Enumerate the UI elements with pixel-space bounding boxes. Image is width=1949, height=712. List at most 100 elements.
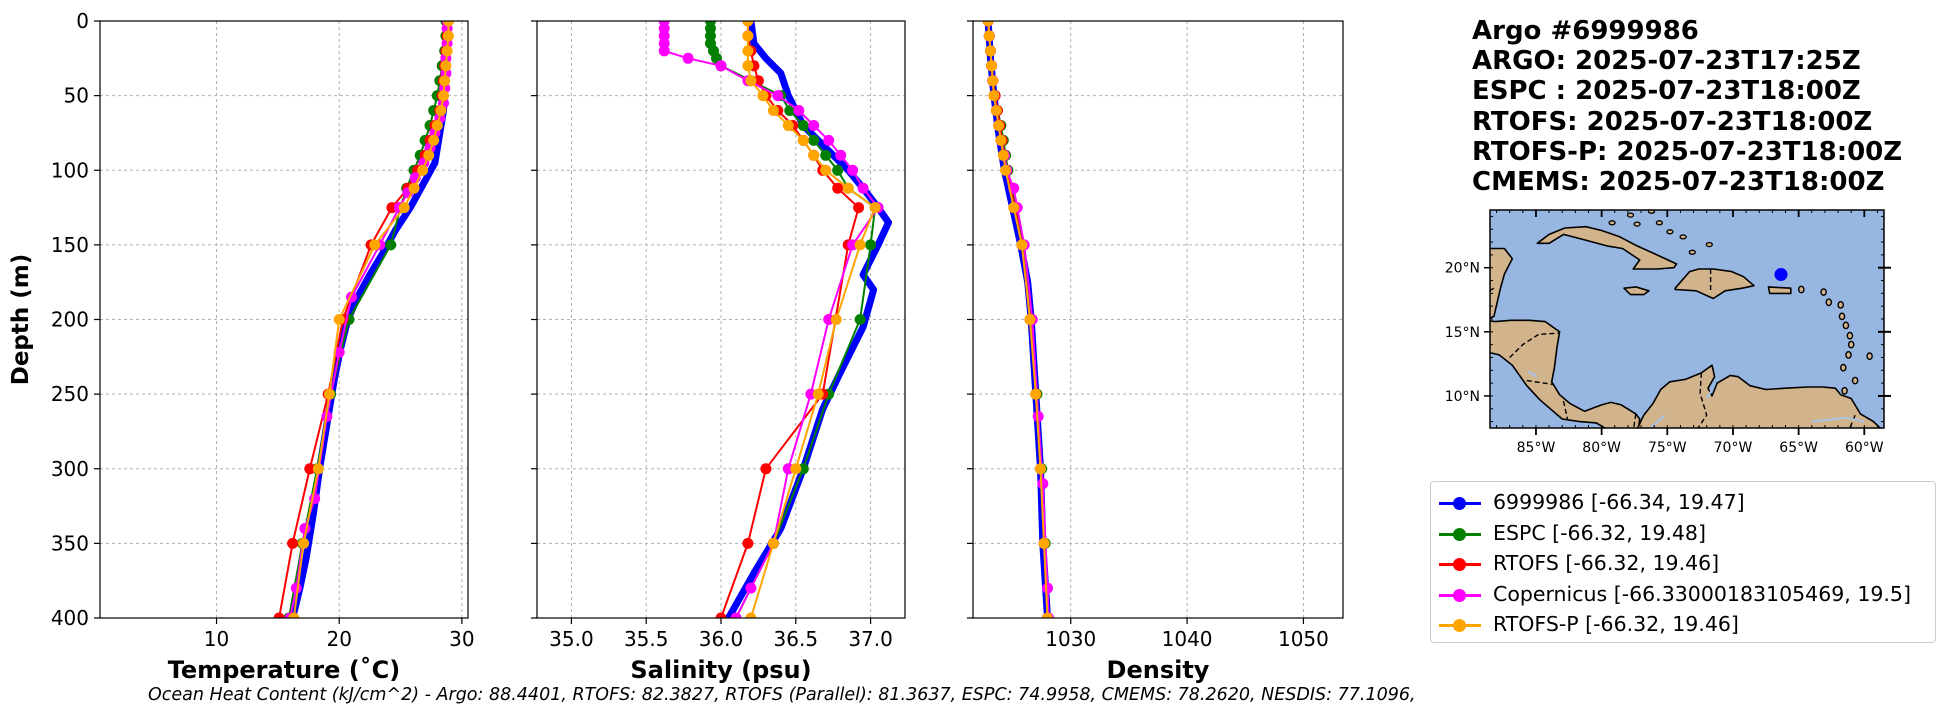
x-tick-label: 30 bbox=[449, 627, 474, 651]
map-border bbox=[1526, 379, 1554, 386]
data-point bbox=[745, 612, 757, 618]
y-tick-label: 0 bbox=[76, 9, 89, 33]
data-point bbox=[835, 149, 847, 161]
data-point bbox=[760, 463, 772, 475]
legend-label: Copernicus [-66.33000183105469, 19.5] bbox=[1493, 582, 1911, 606]
map-y-tick-label: 15°N bbox=[1445, 325, 1480, 341]
data-point bbox=[995, 134, 1007, 146]
data-point bbox=[1037, 478, 1049, 490]
legend-marker bbox=[1453, 497, 1466, 510]
data-point bbox=[742, 60, 754, 72]
data-point bbox=[658, 45, 670, 57]
data-point bbox=[682, 52, 694, 64]
data-point bbox=[832, 182, 844, 194]
legend-label: 6999986 [-66.34, 19.47] bbox=[1493, 490, 1745, 514]
map-island bbox=[1798, 285, 1805, 294]
density-panel: 1030 1040 1050 Density bbox=[967, 20, 1344, 684]
map-x-tick-label: 70°W bbox=[1714, 440, 1753, 456]
map-land-puerto-rico bbox=[1767, 286, 1792, 295]
legend-item-espc: ESPC [-66.32, 19.48] bbox=[1431, 519, 1931, 549]
data-point bbox=[854, 314, 866, 325]
data-point bbox=[853, 202, 865, 214]
map-island bbox=[1626, 212, 1635, 218]
map-x-tick-label: 60°W bbox=[1845, 440, 1884, 456]
y-tick-label: 50 bbox=[64, 84, 89, 108]
salinity-panel: 35.0 35.5 36.0 36.5 37.0 Salinity (psu) bbox=[531, 20, 906, 684]
cmems-time: CMEMS: 2025-07-23T18:00Z bbox=[1472, 167, 1885, 197]
series-line-6999986 bbox=[289, 21, 451, 618]
data-point bbox=[842, 182, 854, 194]
legend-item-copernicus: Copernicus [-66.33000183105469, 19.5] bbox=[1431, 580, 1931, 610]
data-point bbox=[385, 239, 397, 251]
data-point bbox=[273, 612, 285, 618]
y-tick-label: 100 bbox=[51, 158, 89, 182]
data-point bbox=[772, 90, 784, 102]
x-axis-label: Salinity (psu) bbox=[630, 656, 811, 684]
series-group bbox=[273, 21, 454, 618]
data-point bbox=[990, 105, 1002, 116]
data-point bbox=[304, 463, 316, 475]
map-island bbox=[1846, 331, 1854, 340]
data-point bbox=[808, 134, 820, 146]
map-land-jamaica bbox=[1623, 286, 1650, 296]
map-island bbox=[1845, 350, 1852, 359]
data-point bbox=[767, 537, 779, 549]
data-point bbox=[431, 120, 443, 131]
data-point bbox=[440, 60, 452, 72]
data-point bbox=[745, 75, 757, 87]
data-point bbox=[408, 182, 420, 194]
data-point bbox=[797, 134, 809, 146]
map-x-tick-label: 85°W bbox=[1517, 440, 1556, 456]
x-tick-label: 36.0 bbox=[699, 627, 744, 651]
map-island bbox=[1705, 241, 1713, 248]
data-point bbox=[1008, 202, 1020, 214]
data-point bbox=[435, 105, 447, 116]
data-point bbox=[988, 90, 1000, 102]
map-island bbox=[1841, 386, 1848, 395]
data-point bbox=[757, 90, 769, 102]
data-point bbox=[790, 463, 802, 475]
y-tick-label: 150 bbox=[51, 233, 89, 257]
data-point bbox=[441, 45, 453, 57]
data-point bbox=[865, 239, 877, 251]
data-point bbox=[312, 463, 324, 475]
data-point bbox=[857, 182, 869, 194]
espc-time: ESPC : 2025-07-23T18:00Z bbox=[1472, 76, 1861, 106]
x-tick-label: 37.0 bbox=[848, 627, 893, 651]
data-point bbox=[715, 60, 727, 72]
map-y-tick-label: 20°N bbox=[1445, 261, 1480, 277]
data-point bbox=[808, 120, 820, 131]
data-point bbox=[398, 202, 410, 214]
data-point bbox=[986, 60, 998, 72]
data-point bbox=[987, 75, 999, 87]
data-point bbox=[784, 105, 796, 116]
map-river bbox=[1527, 370, 1538, 378]
legend-item-rtofs: RTOFS [-66.32, 19.46] bbox=[1431, 549, 1931, 579]
data-point bbox=[287, 537, 299, 549]
map-island bbox=[1666, 229, 1674, 235]
data-point bbox=[983, 30, 995, 42]
y-axis-label: Depth (m) bbox=[8, 254, 34, 386]
map-land-south-america bbox=[1636, 364, 1882, 428]
map-island bbox=[1688, 249, 1696, 255]
data-point bbox=[417, 164, 429, 176]
x-tick-label: 35.5 bbox=[624, 627, 669, 651]
data-point bbox=[333, 346, 345, 358]
legend: 6999986 [-66.34, 19.47] ESPC [-66.32, 19… bbox=[1430, 481, 1936, 643]
map-border bbox=[1633, 413, 1637, 428]
data-point bbox=[1035, 463, 1046, 475]
legend-marker bbox=[1453, 619, 1466, 632]
rtofs-p-time: RTOFS-P: 2025-07-23T18:00Z bbox=[1472, 137, 1903, 167]
data-point bbox=[812, 388, 824, 400]
map-border bbox=[1562, 400, 1569, 420]
data-point bbox=[808, 149, 820, 161]
map-river bbox=[1648, 414, 1666, 428]
map-y-tick-label: 10°N bbox=[1445, 389, 1480, 405]
data-point bbox=[742, 30, 754, 42]
legend-marker bbox=[1453, 558, 1466, 571]
x-tick-label: 10 bbox=[204, 627, 229, 651]
data-point bbox=[745, 582, 757, 594]
data-point bbox=[442, 21, 454, 27]
legend-item-rtofs-p: RTOFS-P [-66.32, 19.46] bbox=[1431, 610, 1931, 640]
data-point bbox=[869, 202, 881, 214]
